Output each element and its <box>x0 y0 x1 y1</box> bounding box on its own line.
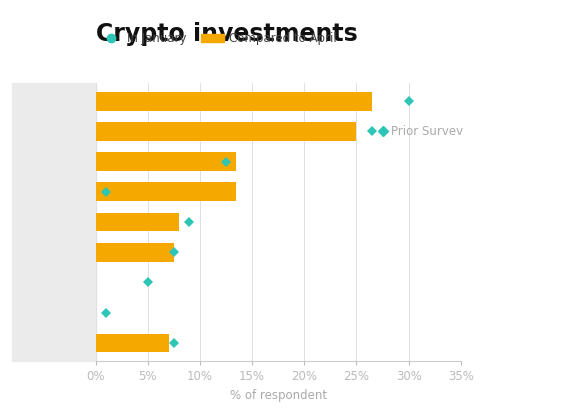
Bar <box>96 212 179 232</box>
Text: Prior Survev: Prior Survev <box>391 125 463 138</box>
Bar <box>96 92 372 110</box>
Bar <box>12 83 96 361</box>
Bar <box>96 122 356 141</box>
Legend: In January, Compared to April: In January, Compared to April <box>94 28 342 50</box>
Bar <box>96 243 174 261</box>
Bar <box>96 152 237 171</box>
Bar <box>96 183 237 201</box>
X-axis label: % of respondent: % of respondent <box>230 388 327 402</box>
Bar <box>96 334 169 352</box>
Text: Crypto investments: Crypto investments <box>96 22 357 46</box>
